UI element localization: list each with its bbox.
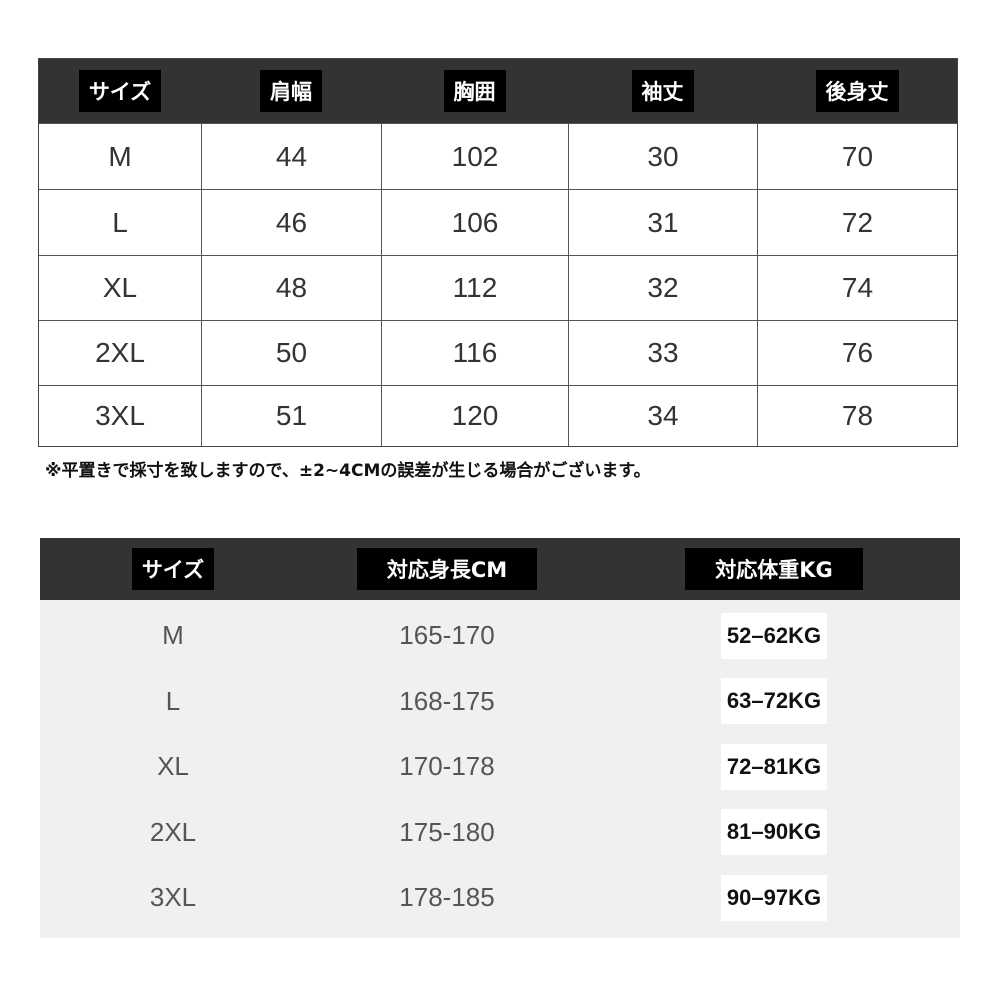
weight-value: 72–81KG	[720, 743, 828, 790]
table-cell: 2XL	[95, 337, 145, 368]
weight-value: 63–72KG	[720, 678, 828, 725]
table-row: L 168-175 63–72KG	[40, 669, 960, 735]
table-cell: 90–97KG	[588, 865, 960, 931]
table-cell: 30	[568, 124, 757, 189]
table-row: 3XL 51 120 34 78	[39, 385, 957, 446]
table-cell: 72	[757, 190, 957, 255]
table-cell: 51	[201, 386, 381, 446]
table-cell: XL	[157, 751, 189, 782]
table-header: サイズ 対応身長CM 対応体重KG	[40, 538, 960, 600]
table-cell: 70	[757, 124, 957, 189]
table-cell: 72–81KG	[588, 734, 960, 800]
table-cell: 78	[757, 386, 957, 446]
table-cell: 175-180	[399, 816, 495, 847]
table-cell: L	[165, 685, 181, 716]
table-header: サイズ 肩幅 胸囲 袖丈 後身丈	[39, 59, 957, 123]
weight-value: 81–90KG	[720, 809, 828, 856]
table-cell: L	[112, 206, 128, 238]
table-cell: 120	[381, 386, 568, 446]
table-row: 2XL 50 116 33 76	[39, 320, 957, 385]
table-cell: 170-178	[399, 751, 495, 782]
measurement-note: ※平置きで採寸を致しますので、±2~4CMの誤差が生じる場合がございます。	[45, 461, 651, 481]
header-weight: 対応体重KG	[685, 548, 863, 590]
table-cell: 3XL	[95, 400, 145, 431]
table-cell: 165-170	[399, 620, 495, 651]
table-cell: XL	[102, 272, 138, 303]
table-row: XL 170-178 72–81KG	[40, 734, 960, 800]
table-cell: 32	[568, 256, 757, 320]
table-cell: 50	[201, 321, 381, 385]
table-cell: 33	[568, 321, 757, 385]
table-cell: 106	[381, 190, 568, 255]
table-cell: M	[162, 620, 184, 651]
table-cell: 116	[381, 321, 568, 385]
table-cell: 74	[757, 256, 957, 320]
table-cell: 34	[568, 386, 757, 446]
table-cell: 52–62KG	[588, 603, 960, 669]
table-cell: 48	[201, 256, 381, 320]
header-shoulder: 肩幅	[260, 70, 322, 112]
table-cell: M	[108, 140, 132, 172]
table-row: M 165-170 52–62KG	[40, 603, 960, 669]
header-sleeve: 袖丈	[631, 70, 694, 112]
header-size: サイズ	[78, 70, 162, 112]
table-cell: 178-185	[399, 882, 495, 913]
table-row: L 46 106 31 72	[39, 189, 957, 255]
table-cell: 44	[201, 124, 381, 189]
table-cell: 112	[381, 256, 568, 320]
header-size: サイズ	[131, 548, 215, 590]
weight-value: 52–62KG	[720, 612, 828, 659]
table-cell: 168-175	[399, 685, 495, 716]
table-cell: 31	[568, 190, 757, 255]
table-row: M 44 102 30 70	[39, 123, 957, 189]
size-fit-table: サイズ 対応身長CM 対応体重KG M 165-170 52–62KG L 168-17…	[40, 538, 960, 938]
table-row: 3XL 178-185 90–97KG	[40, 865, 960, 931]
table-row: XL 48 112 32 74	[39, 255, 957, 320]
header-length: 後身丈	[815, 70, 899, 112]
table-cell: 63–72KG	[588, 669, 960, 735]
table-cell: 76	[757, 321, 957, 385]
header-chest: 胸囲	[443, 70, 506, 112]
table-cell: 81–90KG	[588, 800, 960, 866]
table-cell: 3XL	[149, 882, 197, 913]
table-cell: 2XL	[149, 816, 197, 847]
size-measurement-table: サイズ 肩幅 胸囲 袖丈 後身丈 M 44 102 30 70 L 46 106 31 72 XL 4…	[38, 58, 958, 447]
table-cell: 46	[201, 190, 381, 255]
table-row: 2XL 175-180 81–90KG	[40, 800, 960, 866]
weight-value: 90–97KG	[720, 874, 828, 921]
table-cell: 102	[381, 124, 568, 189]
header-height: 対応身長CM	[356, 548, 538, 590]
